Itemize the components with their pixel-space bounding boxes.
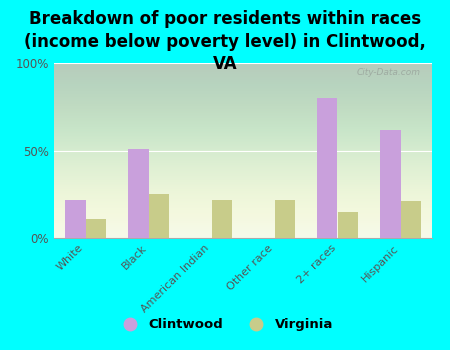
Bar bbox=[65, 199, 86, 238]
Bar bbox=[212, 199, 232, 238]
Bar bbox=[274, 199, 295, 238]
Bar bbox=[400, 201, 421, 238]
Text: Breakdown of poor residents within races
(income below poverty level) in Clintwo: Breakdown of poor residents within races… bbox=[24, 10, 426, 73]
Bar bbox=[338, 212, 358, 238]
Legend: Clintwood, Virginia: Clintwood, Virginia bbox=[112, 313, 338, 336]
Bar bbox=[128, 149, 149, 238]
Text: City-Data.com: City-Data.com bbox=[357, 68, 421, 77]
Bar bbox=[317, 98, 338, 238]
Bar bbox=[86, 219, 106, 238]
Bar bbox=[148, 194, 169, 238]
Bar bbox=[380, 130, 400, 238]
